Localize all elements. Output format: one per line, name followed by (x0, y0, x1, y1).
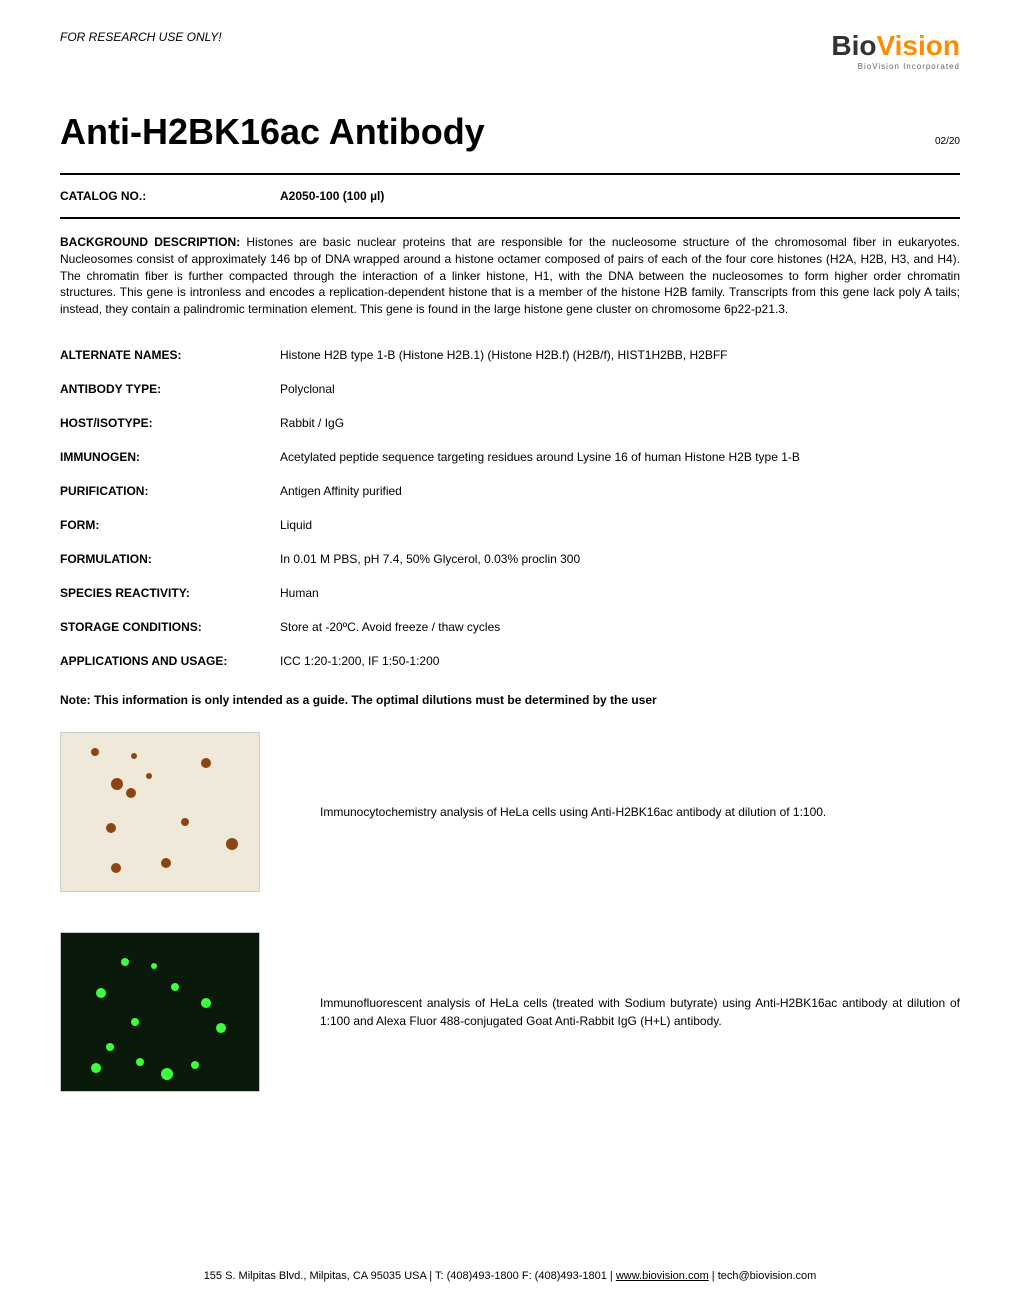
spec-row: ANTIBODY TYPE:Polyclonal (60, 372, 960, 406)
spec-label: SPECIES REACTIVITY: (60, 586, 280, 600)
spec-label: STORAGE CONDITIONS: (60, 620, 280, 634)
company-logo: BioVision BioVision Incorporated (831, 30, 960, 71)
footer-url-link[interactable]: www.biovision.com (616, 1270, 709, 1282)
spec-row: PURIFICATION:Antigen Affinity purified (60, 474, 960, 508)
spec-value: Polyclonal (280, 382, 960, 396)
spec-label: PURIFICATION: (60, 484, 280, 498)
logo-text-bio: Bio (831, 30, 876, 61)
spec-label: HOST/ISOTYPE: (60, 416, 280, 430)
image-section-1: Immunocytochemistry analysis of HeLa cel… (60, 732, 960, 892)
spec-row: SPECIES REACTIVITY:Human (60, 576, 960, 610)
image-section-2: Immunofluorescent analysis of HeLa cells… (60, 932, 960, 1092)
product-title: Anti-H2BK16ac Antibody (60, 111, 485, 153)
spec-value: Rabbit / IgG (280, 416, 960, 430)
background-label: BACKGROUND DESCRIPTION: (60, 235, 246, 249)
spec-label: FORM: (60, 518, 280, 532)
logo-subtitle: BioVision Incorporated (831, 62, 960, 71)
spec-label: ALTERNATE NAMES: (60, 348, 280, 362)
footer-email: | tech@biovision.com (709, 1270, 817, 1282)
spec-value: Histone H2B type 1-B (Histone H2B.1) (Hi… (280, 348, 960, 362)
usage-note: Note: This information is only intended … (60, 693, 960, 707)
spec-value: Liquid (280, 518, 960, 532)
spec-value: Acetylated peptide sequence targeting re… (280, 450, 960, 464)
specifications-list: ALTERNATE NAMES:Histone H2B type 1-B (Hi… (60, 338, 960, 678)
logo-text-vision: Vision (876, 30, 960, 61)
divider-top (60, 173, 960, 175)
footer-address: 155 S. Milpitas Blvd., Milpitas, CA 9503… (204, 1270, 616, 1282)
spec-row: STORAGE CONDITIONS:Store at -20ºC. Avoid… (60, 610, 960, 644)
spec-row: ALTERNATE NAMES:Histone H2B type 1-B (Hi… (60, 338, 960, 372)
background-description: BACKGROUND DESCRIPTION: Histones are bas… (60, 234, 960, 318)
page-footer: 155 S. Milpitas Blvd., Milpitas, CA 9503… (60, 1270, 960, 1282)
spec-label: APPLICATIONS AND USAGE: (60, 654, 280, 668)
spec-row: APPLICATIONS AND USAGE:ICC 1:20-1:200, I… (60, 644, 960, 678)
spec-value: Store at -20ºC. Avoid freeze / thaw cycl… (280, 620, 960, 634)
spec-row: FORM:Liquid (60, 508, 960, 542)
icc-caption: Immunocytochemistry analysis of HeLa cel… (320, 803, 826, 821)
spec-value: ICC 1:20-1:200, IF 1:50-1:200 (280, 654, 960, 668)
spec-row: FORMULATION:In 0.01 M PBS, pH 7.4, 50% G… (60, 542, 960, 576)
document-date: 02/20 (935, 136, 960, 147)
if-image (60, 932, 260, 1092)
spec-label: ANTIBODY TYPE: (60, 382, 280, 396)
spec-label: FORMULATION: (60, 552, 280, 566)
catalog-value: A2050-100 (100 µl) (280, 189, 960, 203)
divider-bottom (60, 217, 960, 219)
spec-value: In 0.01 M PBS, pH 7.4, 50% Glycerol, 0.0… (280, 552, 960, 566)
spec-row: HOST/ISOTYPE:Rabbit / IgG (60, 406, 960, 440)
if-caption: Immunofluorescent analysis of HeLa cells… (320, 994, 960, 1030)
spec-row: IMMUNOGEN:Acetylated peptide sequence ta… (60, 440, 960, 474)
spec-value: Antigen Affinity purified (280, 484, 960, 498)
spec-value: Human (280, 586, 960, 600)
research-use-note: FOR RESEARCH USE ONLY! (60, 30, 222, 44)
catalog-label: CATALOG NO.: (60, 189, 280, 203)
icc-image (60, 732, 260, 892)
spec-label: IMMUNOGEN: (60, 450, 280, 464)
